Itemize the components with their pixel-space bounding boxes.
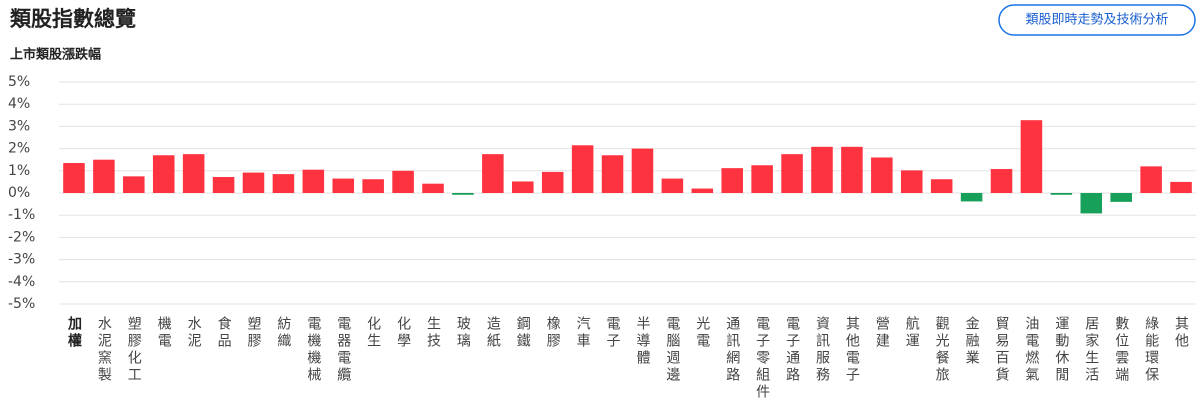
bar [152, 155, 175, 193]
x-tick-label: 通訊網路 [724, 316, 740, 384]
y-tick-label: 5% [8, 74, 30, 90]
x-tick-label: 食品 [216, 315, 232, 350]
x-tick-label: 鋼鐵 [515, 316, 531, 350]
x-tick-label: 生技 [425, 316, 441, 350]
bar [541, 171, 564, 193]
bar [601, 155, 624, 193]
bar [242, 172, 265, 193]
x-tick-label: 電腦週邊 [664, 316, 680, 384]
bar [452, 193, 474, 195]
x-tick-label: 電子零組件 [754, 316, 770, 401]
x-tick-label: 汽車 [575, 316, 591, 350]
bar [781, 154, 803, 193]
bar [1110, 193, 1132, 202]
bar [691, 188, 714, 193]
y-tick-label: 3% [8, 118, 30, 134]
x-tick-label: 塑膠化工 [126, 316, 142, 384]
bar [512, 181, 534, 193]
bar [332, 178, 355, 193]
x-tick-label: 加權 [66, 316, 83, 350]
bar [1140, 166, 1162, 193]
bar [571, 145, 594, 193]
x-tick-label: 電器電纜 [335, 316, 351, 384]
bar [1050, 193, 1073, 195]
bar [841, 146, 863, 193]
bar [1170, 181, 1192, 193]
bar [990, 169, 1013, 193]
x-tick-label: 半導體 [634, 316, 650, 367]
x-tick-label: 其他 [1173, 316, 1189, 350]
x-tick-label: 機電 [156, 316, 172, 350]
x-tick-label: 光電 [694, 316, 710, 350]
x-tick-label: 數位雲端 [1113, 316, 1129, 384]
x-tick-label: 資訊服務 [814, 316, 830, 384]
bar [960, 193, 983, 202]
x-tick-label: 運動休閒 [1053, 316, 1069, 384]
bar [1020, 120, 1043, 193]
x-tick-label: 橡膠 [545, 316, 561, 350]
y-tick-label: 0% [8, 185, 30, 201]
x-tick-label: 玻璃 [455, 316, 471, 350]
x-tick-label: 其他電子 [844, 316, 860, 384]
bar [302, 169, 325, 193]
analysis-button-label[interactable]: 類股即時走勢及技術分析 [1025, 13, 1168, 28]
x-tick-label: 觀光餐旅 [934, 316, 950, 384]
y-tick-label: -4% [8, 274, 35, 290]
chart-title: 上市類股漲跌幅 [10, 47, 101, 63]
bar [751, 165, 773, 193]
bar [392, 170, 414, 193]
bar [123, 176, 145, 193]
bar [422, 183, 444, 193]
bar [930, 179, 953, 193]
x-tick-label: 紡織 [275, 316, 291, 350]
y-tick-label: -2% [8, 229, 35, 245]
bar [63, 163, 85, 193]
x-tick-label: 居家生活 [1083, 316, 1099, 384]
x-tick-label: 化學 [395, 316, 411, 350]
bar [182, 154, 205, 193]
bar [1080, 193, 1103, 214]
bar [631, 148, 654, 193]
bar [212, 177, 235, 193]
x-tick-label: 營建 [874, 316, 890, 350]
x-tick-label: 水泥窯製 [96, 316, 112, 384]
bar [93, 159, 115, 193]
y-tick-label: -3% [8, 252, 35, 268]
x-tick-label: 電子 [605, 316, 621, 350]
x-tick-label: 油電燃氣 [1023, 316, 1039, 384]
y-tick-label: -5% [8, 296, 35, 312]
x-tick-label: 造紙 [485, 316, 501, 350]
x-tick-label: 塑膠 [245, 316, 261, 350]
y-tick-label: 4% [8, 96, 30, 112]
page-title: 類股指數總覽 [9, 7, 136, 31]
bar [871, 157, 893, 193]
bar [272, 174, 295, 193]
y-tick-label: -1% [8, 207, 35, 223]
y-tick-label: 2% [8, 141, 30, 157]
bar [811, 146, 833, 193]
x-tick-label: 貿易百貨 [994, 316, 1010, 384]
y-tick-label: 1% [8, 163, 30, 179]
x-tick-label: 化生 [365, 316, 381, 350]
x-tick-label: 綠能環保 [1143, 316, 1159, 384]
bar [721, 168, 743, 193]
bar [661, 178, 684, 193]
x-tick-label: 航運 [904, 316, 920, 350]
bar [900, 170, 923, 193]
bar [362, 179, 384, 193]
bar [482, 154, 504, 193]
x-tick-label: 水泥 [186, 316, 202, 350]
x-tick-label: 電機機械 [305, 316, 321, 384]
x-tick-label: 電子通路 [784, 316, 800, 384]
analysis-button[interactable] [998, 4, 1196, 36]
x-tick-label: 金融業 [964, 316, 980, 367]
